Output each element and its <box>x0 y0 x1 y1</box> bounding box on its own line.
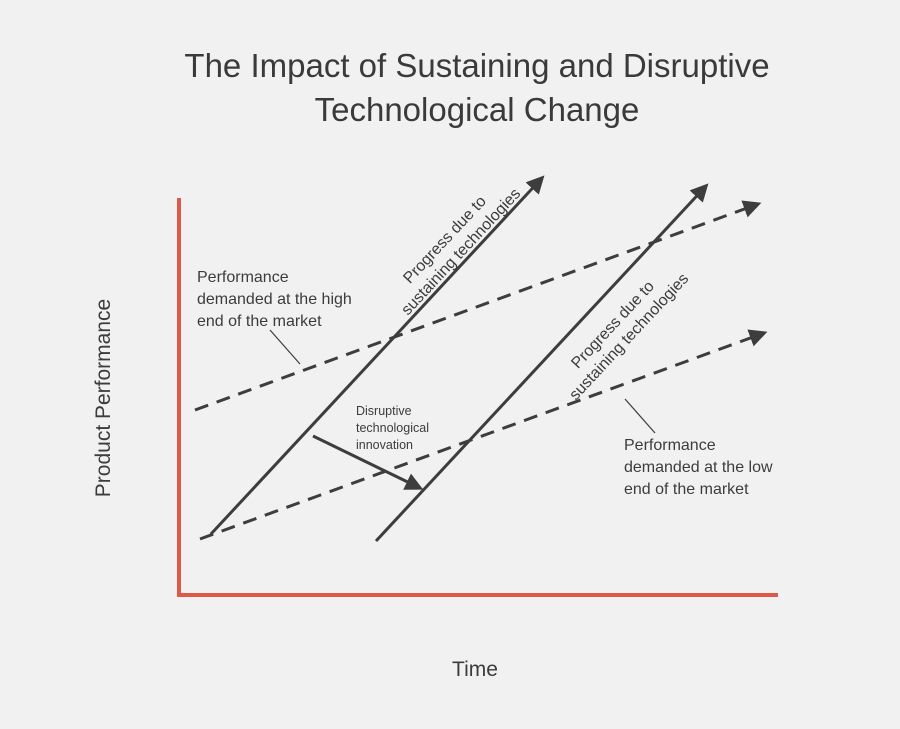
sustaining-line-2 <box>374 183 709 543</box>
sustaining-label-1-line-2: sustaining technologies <box>398 185 524 318</box>
page-title: The Impact of Sustaining and Disruptive … <box>0 44 900 132</box>
disruptive-label: Disruptive technological innovation <box>356 404 432 452</box>
title-line-2: Technological Change <box>314 91 640 128</box>
high-end-label-line-3: end of the market <box>197 313 322 330</box>
sustaining-line-1 <box>209 175 545 536</box>
disruptive-label-line-2: technological <box>356 421 429 435</box>
low-end-leader-line <box>624 398 656 434</box>
x-axis-label: Time <box>452 658 498 681</box>
high-end-label: Performance demanded at the high end of … <box>197 269 356 330</box>
high-end-label-line-2: demanded at the high <box>197 291 352 308</box>
low-end-label-line-1: Performance <box>624 437 716 454</box>
disruptive-arrow <box>312 434 424 490</box>
high-end-leader-line <box>269 329 301 365</box>
sustaining-label-2-line-2: sustaining technologies <box>566 270 692 403</box>
low-end-label-line-2: demanded at the low <box>624 459 773 476</box>
y-axis-label: Product Performance <box>92 299 115 497</box>
disruptive-label-line-1: Disruptive <box>356 404 412 418</box>
low-end-label-line-3: end of the market <box>624 481 749 498</box>
disruptive-label-line-3: innovation <box>356 438 413 452</box>
high-end-demand-line <box>194 200 762 412</box>
low-end-label: Performance demanded at the low end of t… <box>624 437 777 498</box>
high-end-label-line-1: Performance <box>197 269 289 286</box>
title-line-1: The Impact of Sustaining and Disruptive <box>184 47 770 84</box>
low-end-demand-line <box>199 329 768 541</box>
